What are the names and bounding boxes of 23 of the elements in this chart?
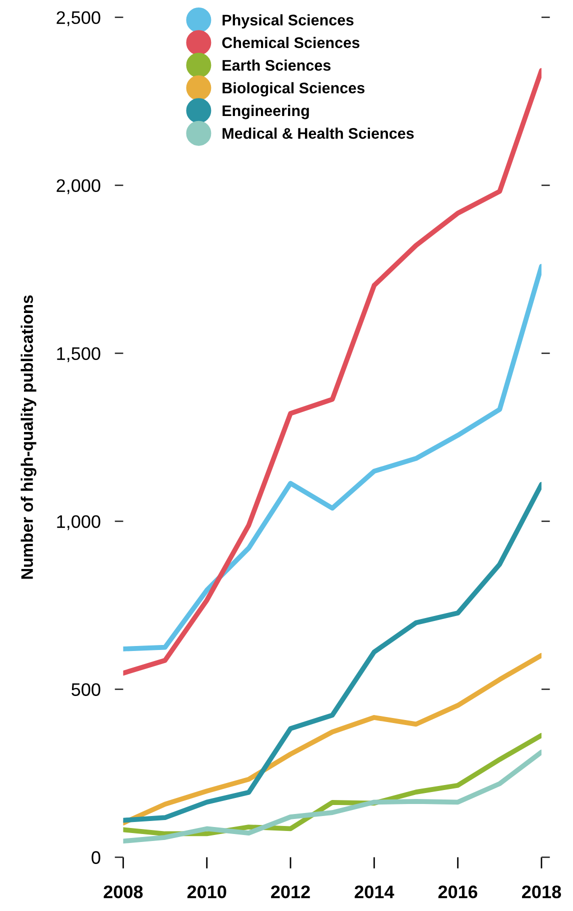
y-tick-label: 2,500 [56,11,100,26]
y-tick-label: 2,000 [56,179,100,194]
x-tick-label: 2012 [271,886,310,898]
y-tick-label: 0 [92,851,100,864]
line-series [123,482,542,823]
legend-label: Medical & Health Sciences [222,128,414,139]
x-tick-label: 2016 [438,886,478,898]
line-series [123,652,542,826]
y-tick-label: 1,000 [57,515,100,530]
y-tick-label: 500 [72,683,100,696]
legend-label: Earth Sciences [222,60,331,71]
x-tick-label: 2018 [522,886,562,898]
legend-label: Engineering [222,104,309,120]
legend-label: Chemical Sciences [222,36,360,48]
legend-label: Biological Sciences [222,82,364,96]
x-tick-label: 2014 [354,886,394,898]
y-tick-label: 1,500 [57,347,100,362]
x-tick-label: 2010 [187,886,226,898]
line-series [123,264,542,652]
line-series [123,750,542,844]
x-tick-label: 2008 [104,886,143,898]
legend-label: Physical Sciences [222,14,354,28]
y-axis-title: Number of high-quality publications [20,295,36,579]
